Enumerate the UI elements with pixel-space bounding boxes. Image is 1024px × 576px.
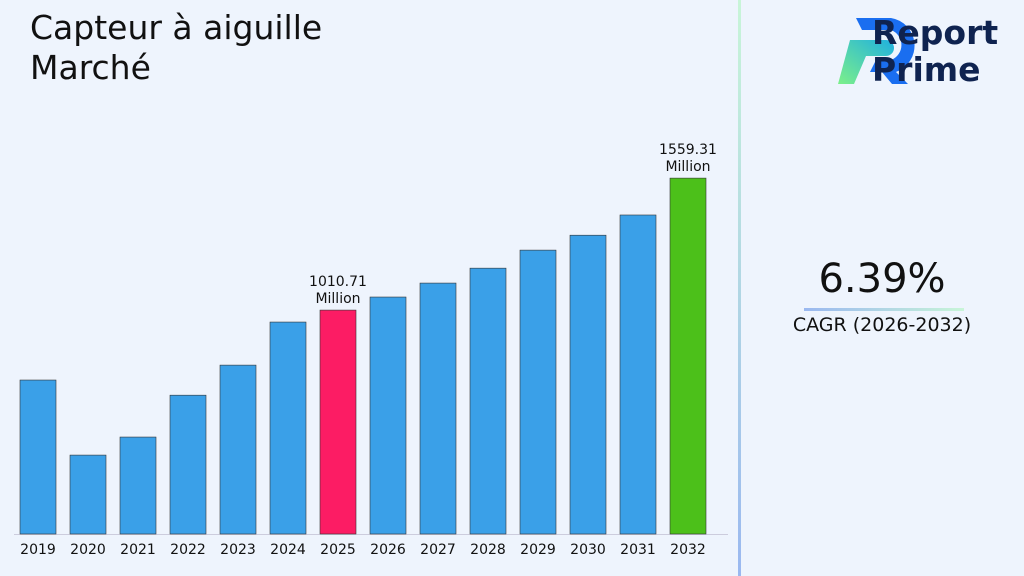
x-tick-label: 2029 [520, 542, 556, 558]
x-tick-label: 2019 [20, 542, 56, 558]
data-label-value: 1559.31 [659, 142, 717, 158]
bar-chart: 2019 2020 2021 2022 2023 2024 20251010.71Milli… [14, 142, 728, 558]
bar-2019 [19, 379, 57, 535]
x-tick-label: 2022 [170, 542, 206, 558]
data-label-value: 1010.71 [309, 274, 367, 290]
bar-2026 [369, 296, 407, 535]
report-prime-logo [838, 18, 915, 84]
bar-2020 [69, 454, 107, 535]
bar-2031 [619, 214, 657, 535]
data-label-unit: Million [315, 291, 360, 307]
x-tick-label: 2021 [120, 542, 156, 558]
brand-name: Report Prime [872, 14, 998, 88]
cagr-underline [804, 308, 964, 311]
brand-line1: Report [872, 13, 999, 52]
cagr-value: 6.39% [818, 256, 946, 302]
x-tick-label: 2023 [220, 542, 256, 558]
page-title: Capteur à aiguille Marché [30, 8, 323, 87]
divider [738, 0, 741, 576]
x-tick-label: 2024 [270, 542, 306, 558]
bar-2030 [569, 234, 607, 535]
cagr-label: CAGR (2026-2032) [792, 314, 972, 336]
bar-2023 [219, 364, 257, 535]
bar-2029 [519, 249, 557, 535]
x-tick-label: 2020 [70, 542, 106, 558]
bar-2024 [269, 321, 307, 535]
x-tick-label: 2032 [670, 542, 706, 558]
bar-2027 [419, 282, 457, 535]
bar-2021 [119, 436, 157, 535]
brand-line2: Prime [872, 50, 981, 89]
x-tick-label: 2031 [620, 542, 656, 558]
bar-2032 [669, 177, 707, 535]
x-tick-label: 2025 [320, 542, 356, 558]
bar-2028 [469, 267, 507, 535]
x-tick-label: 2028 [470, 542, 506, 558]
x-tick-label: 2027 [420, 542, 456, 558]
bar-2022 [169, 394, 207, 535]
bar-2025 [319, 309, 357, 535]
x-tick-label: 2026 [370, 542, 406, 558]
x-tick-label: 2030 [570, 542, 606, 558]
data-label-unit: Million [665, 159, 710, 175]
